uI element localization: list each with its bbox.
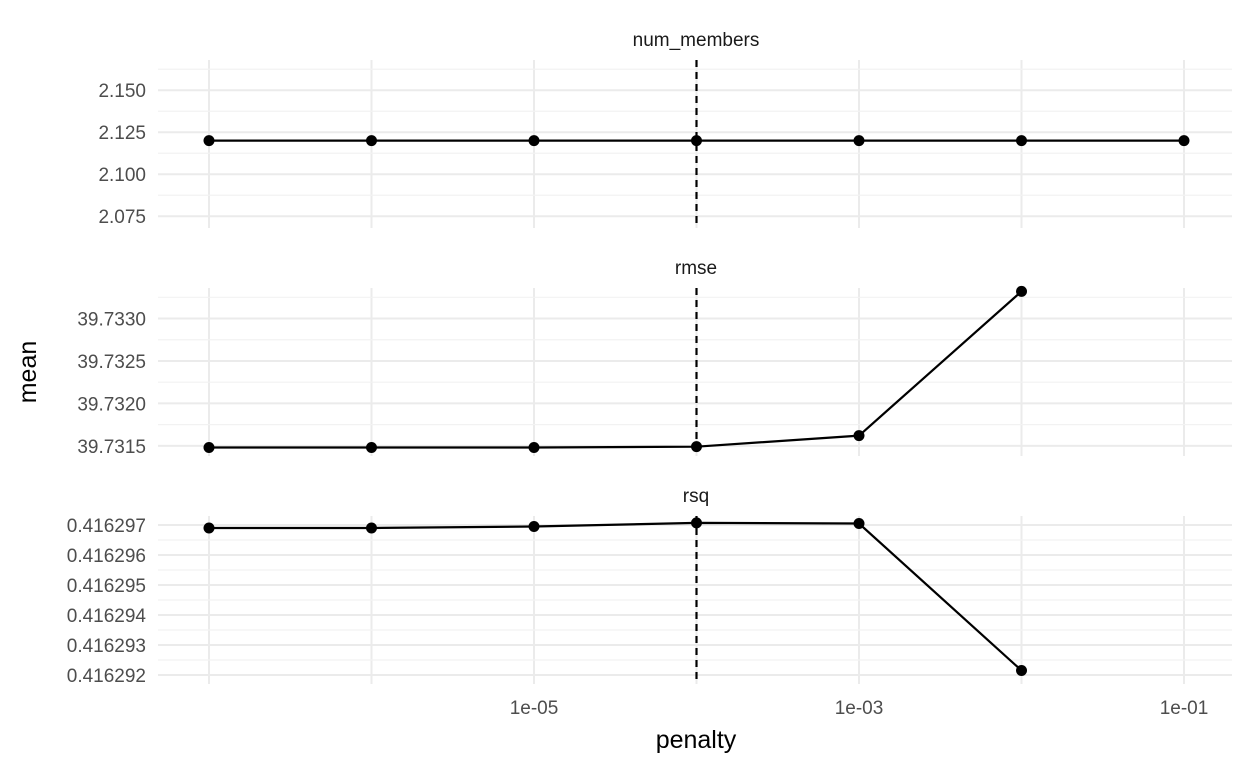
data-point <box>691 135 702 147</box>
y-tick-label: 2.100 <box>98 165 146 186</box>
data-point <box>691 517 702 529</box>
x-axis: 1e-05 1e-03 1e-01 <box>510 698 1209 719</box>
y-tick-label: 39.7320 <box>77 394 146 415</box>
data-point <box>203 442 215 454</box>
data-point <box>853 518 865 529</box>
panel-title: rmse <box>675 258 717 279</box>
data-point <box>853 135 865 147</box>
data-point <box>366 522 377 534</box>
data-point <box>528 442 540 454</box>
y-tick-label: 39.7325 <box>77 352 146 373</box>
y-tick-label: 0.416295 <box>67 576 146 597</box>
panel-title: num_members <box>633 30 760 51</box>
y-axis-title: mean <box>14 341 42 404</box>
panels: 2.0752.1002.1252.150num_members39.731539… <box>67 30 1232 719</box>
data-point <box>528 521 540 532</box>
x-tick-label: 1e-03 <box>835 698 884 719</box>
y-tick-label: 39.7315 <box>77 437 146 458</box>
y-tick-label: 39.7330 <box>77 310 146 331</box>
y-tick-label: 0.416294 <box>67 606 147 627</box>
data-point <box>203 522 215 534</box>
series-line <box>209 290 1023 449</box>
y-tick-label: 0.416297 <box>67 516 146 537</box>
x-tick-label: 1e-01 <box>1160 698 1209 719</box>
panel-rmse: 39.7315 39.7320 39.7325 39.7330 rmse <box>77 258 1232 458</box>
y-tick-label: 0.416296 <box>67 546 146 567</box>
data-point <box>1016 135 1027 147</box>
y-tick-label: 2.150 <box>98 81 146 102</box>
data-point <box>366 442 377 454</box>
y-tick-label: 0.416292 <box>67 666 146 687</box>
data-point <box>528 135 540 147</box>
data-point <box>366 135 377 147</box>
data-point <box>1016 285 1027 297</box>
data-point <box>1178 135 1190 147</box>
y-tick-label: 2.075 <box>98 207 146 228</box>
data-point <box>853 430 865 442</box>
x-axis-title: penalty <box>656 726 737 754</box>
panel-title: rsq <box>683 486 709 507</box>
panel-rsq: 0.416292 0.416293 0.416294 0.416295 0.416296… <box>67 486 1232 687</box>
data-point <box>203 135 215 147</box>
y-tick-label: 2.125 <box>98 123 146 144</box>
x-tick-label: 1e-05 <box>510 698 559 719</box>
series-line <box>209 521 1023 672</box>
panel-num-members: 2.075 2.100 2.125 2.150 num_members <box>98 30 1232 228</box>
data-point <box>1016 665 1027 676</box>
y-tick-label: 0.416293 <box>67 636 146 657</box>
data-point <box>691 441 702 453</box>
